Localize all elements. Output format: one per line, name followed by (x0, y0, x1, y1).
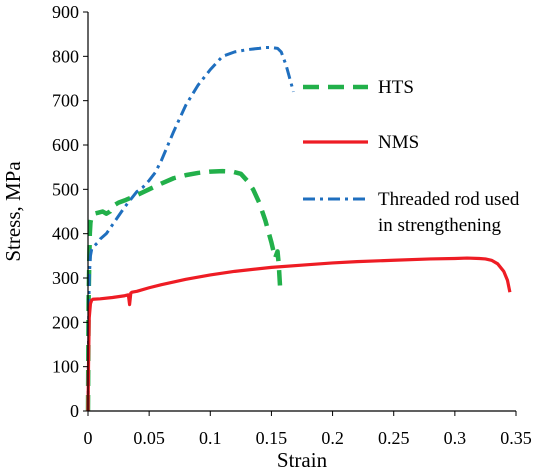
series-layer (85, 45, 512, 412)
legend-label: NMS (378, 132, 419, 153)
x-tick-label: 0.35 (500, 428, 532, 448)
legend-label: Threaded rod used (378, 189, 520, 210)
y-tick-label: 200 (52, 312, 79, 332)
legend-label: in strengthening (378, 215, 501, 236)
series-line-nms (86, 256, 512, 412)
x-tick-label: 0.05 (133, 428, 165, 448)
y-tick-label: 500 (52, 179, 79, 199)
y-axis-ticks: 0 100 200 300 400 500 600 700 800 900 (52, 2, 88, 421)
legend: HTS NMS Threaded rod used in strengthening (303, 77, 520, 236)
y-tick-label: 600 (52, 135, 79, 155)
y-tick-label: 0 (70, 401, 79, 421)
x-axis-ticks: 0 0.05 0.1 0.15 0.2 0.25 0.3 0.35 (84, 411, 532, 448)
legend-label: HTS (378, 77, 414, 98)
y-tick-label: 400 (52, 224, 79, 244)
y-axis-title: Stress, MPa (1, 161, 25, 262)
x-tick-label: 0.2 (321, 428, 344, 448)
y-tick-label: 300 (52, 268, 79, 288)
x-tick-label: 0.15 (256, 428, 288, 448)
x-tick-label: 0 (84, 428, 93, 448)
x-tick-label: 0.3 (444, 428, 467, 448)
series-line-hts (85, 168, 283, 412)
plot-area: 0 100 200 300 400 500 600 700 800 900 0 0.05 0.1 0.1… (52, 2, 532, 448)
series-line-threaded-rod-used-in-strengthening (86, 45, 295, 412)
x-tick-label: 0.1 (199, 428, 222, 448)
x-axis-title: Strain (277, 448, 328, 472)
y-tick-label: 900 (52, 2, 79, 22)
y-tick-label: 800 (52, 46, 79, 66)
x-tick-label: 0.25 (378, 428, 410, 448)
y-tick-label: 700 (52, 91, 79, 111)
y-tick-label: 100 (52, 357, 79, 377)
